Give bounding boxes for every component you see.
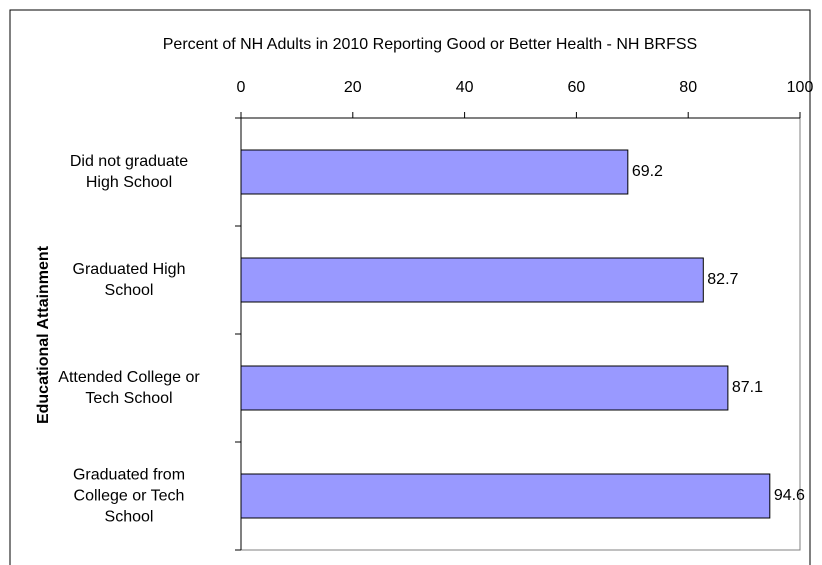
data-label: 69.2	[632, 163, 663, 180]
x-tick-label: 20	[344, 79, 362, 96]
data-label: 94.6	[774, 487, 805, 504]
bar	[240, 365, 729, 411]
x-tick-label: 80	[679, 79, 697, 96]
y-tick-label: Attended College or Tech School	[58, 369, 200, 407]
y-tick-label: Graduated from College or Tech School	[72, 466, 186, 526]
bar	[240, 257, 704, 303]
x-tick-label: 100	[787, 79, 814, 96]
x-tick-label: 40	[456, 79, 474, 96]
bar	[240, 473, 771, 519]
chart-title: Percent of NH Adults in 2010 Reporting G…	[163, 36, 697, 53]
chart-frame	[9, 9, 811, 565]
bar	[240, 149, 629, 195]
x-tick-label: 0	[237, 79, 246, 96]
y-tick-label: Did not graduate High School	[69, 153, 189, 191]
y-tick-label: Graduated High School	[72, 261, 186, 299]
data-label: 87.1	[732, 379, 763, 396]
data-label: 82.7	[707, 271, 738, 288]
x-tick-label: 60	[568, 79, 586, 96]
